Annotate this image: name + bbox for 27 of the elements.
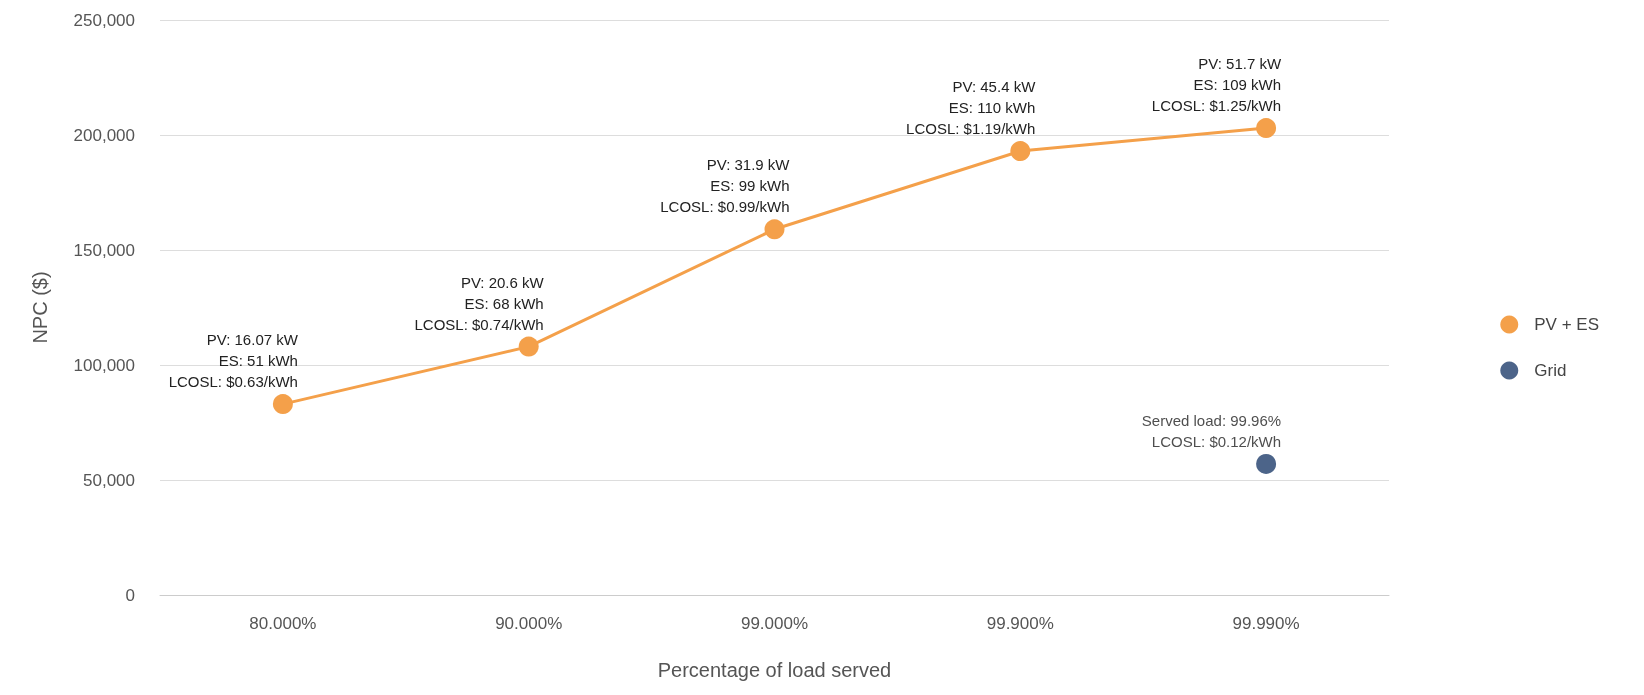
x-tick-label: 99.000%	[740, 614, 809, 633]
annotation: PV: 31.9 kW ES: 99 kWh LCOSL: $0.99/kWh	[660, 156, 791, 216]
annotation: PV: 51.7 kW ES: 109 kWh LCOSL: $1.25/kWh	[1151, 55, 1282, 115]
x-tick-label: 80.000%	[249, 614, 317, 633]
point	[1010, 141, 1031, 162]
annotation: Served load: 99.96% LCOSL: $0.12/kWh	[1141, 411, 1282, 450]
y-axis-title: NPC ($)	[29, 271, 51, 344]
annotation: PV: 45.4 kW ES: 110 kWh LCOSL: $1.19/kWh	[906, 78, 1037, 138]
annotation: PV: 16.07 kW ES: 51 kWh LCOSL: $0.63/kWh	[168, 331, 299, 391]
y-tick-label: 250,000	[73, 10, 135, 30]
x-tick-label: 90.000%	[495, 614, 563, 633]
point	[764, 219, 785, 240]
y-tick-label: 0	[125, 585, 135, 605]
legend-label: PV + ES	[1534, 315, 1599, 334]
y-tick-label: 100,000	[73, 355, 135, 375]
x-axis-title: Percentage of load served	[657, 659, 892, 681]
point	[1256, 118, 1277, 139]
y-tick-label: 50,000	[83, 470, 135, 490]
legend-label: Grid	[1534, 361, 1567, 380]
y-tick-label: 200,000	[73, 125, 135, 145]
y-tick-label: 150,000	[73, 240, 135, 260]
point	[518, 336, 539, 357]
point	[272, 394, 293, 415]
x-tick-label: 99.900%	[986, 614, 1054, 633]
annotation: PV: 20.6 kW ES: 68 kWh LCOSL: $0.74/kWh	[414, 273, 545, 333]
x-tick-label: 99.990%	[1232, 614, 1300, 633]
point	[1256, 453, 1277, 474]
